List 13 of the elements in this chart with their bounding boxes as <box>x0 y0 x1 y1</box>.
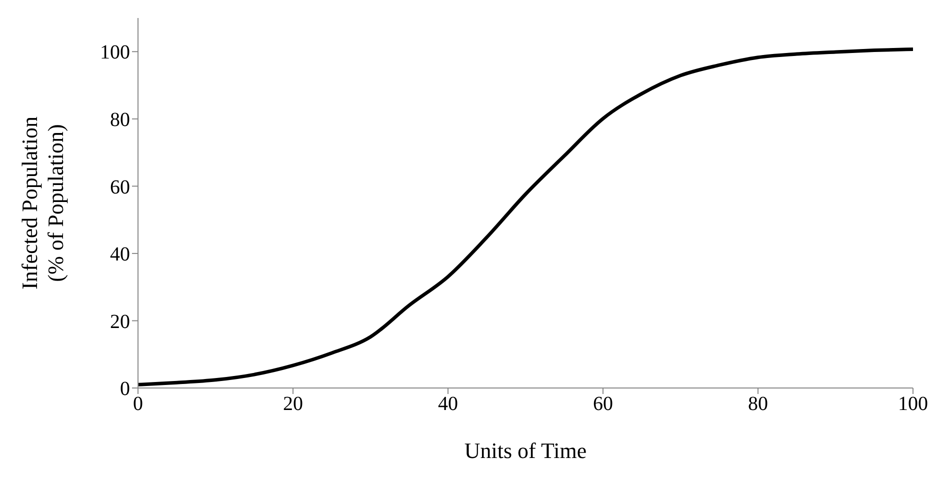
y-tick-label: 80 <box>110 109 130 132</box>
x-axis-title: Units of Time <box>464 438 587 463</box>
y-tick-label: 20 <box>110 310 130 333</box>
x-tick-label: 40 <box>438 393 458 416</box>
x-tick-label: 80 <box>748 393 768 416</box>
x-tick-label: 100 <box>898 393 928 416</box>
y-axis-title: Infected Population (% of Population) <box>17 116 68 290</box>
x-tick-label: 60 <box>593 393 613 416</box>
y-tick-label: 100 <box>100 42 130 64</box>
y-tick-label: 0 <box>120 378 130 400</box>
y-tick-label: 40 <box>110 244 130 266</box>
x-tick-label: 20 <box>283 393 303 416</box>
y-tick-label: 60 <box>110 176 130 198</box>
